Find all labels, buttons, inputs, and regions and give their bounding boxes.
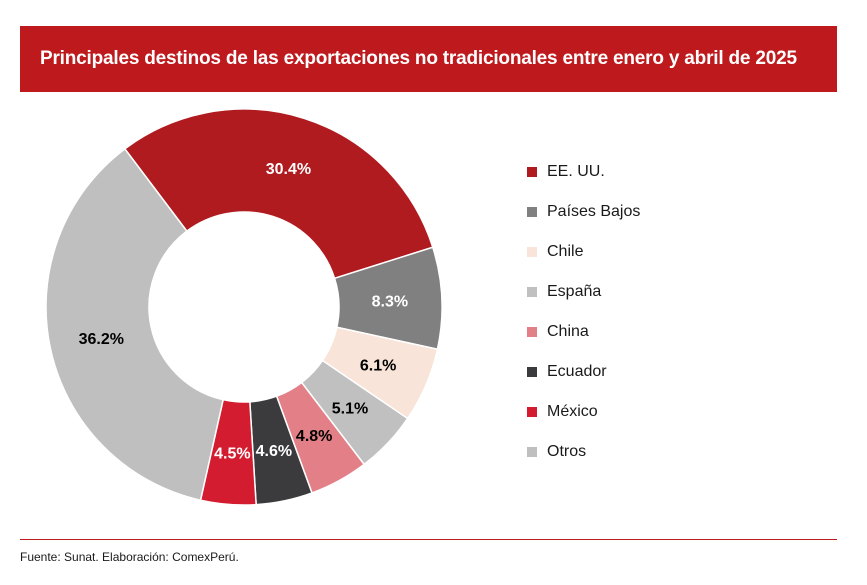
legend-item: EE. UU. xyxy=(527,152,640,192)
slice-ee-uu- xyxy=(123,108,434,280)
data-label: 4.8% xyxy=(296,428,332,445)
legend-item: Países Bajos xyxy=(527,192,640,232)
footer-divider xyxy=(20,539,837,540)
legend-swatch xyxy=(527,407,537,417)
source-note: Fuente: Sunat. Elaboración: ComexPerú. xyxy=(20,550,239,564)
data-label: 4.6% xyxy=(256,443,292,460)
legend-label: EE. UU. xyxy=(547,163,605,180)
chart-title: Principales destinos de las exportacione… xyxy=(40,48,797,69)
data-label: 30.4% xyxy=(266,161,311,178)
legend-label: China xyxy=(547,323,589,340)
legend-label: México xyxy=(547,403,598,420)
title-banner: Principales destinos de las exportacione… xyxy=(20,26,837,92)
legend-item: España xyxy=(527,272,640,312)
legend: EE. UU. Países Bajos Chile España China Ecuad… xyxy=(527,163,640,484)
legend-label: Países Bajos xyxy=(547,203,641,220)
legend-item: México xyxy=(527,392,640,432)
data-label: 4.5% xyxy=(214,446,250,463)
legend-swatch xyxy=(527,207,537,217)
data-label: 5.1% xyxy=(332,400,368,417)
legend-label: España xyxy=(547,283,602,300)
legend-label: Otros xyxy=(547,443,587,460)
legend-label: Chile xyxy=(547,243,584,260)
data-label: 6.1% xyxy=(360,358,396,375)
legend-swatch xyxy=(527,167,537,177)
data-label: 36.2% xyxy=(79,331,124,348)
legend-swatch xyxy=(527,287,537,297)
legend-item: Otros xyxy=(527,432,640,472)
legend-swatch xyxy=(527,327,537,337)
legend-swatch xyxy=(527,447,537,457)
data-label: 8.3% xyxy=(372,293,408,310)
legend-item: Chile xyxy=(527,232,640,272)
legend-item: Ecuador xyxy=(527,352,640,392)
legend-swatch xyxy=(527,247,537,257)
slice-otros xyxy=(45,147,225,502)
legend-item: China xyxy=(527,312,640,352)
legend-swatch xyxy=(527,367,537,377)
legend-label: Ecuador xyxy=(547,363,607,380)
